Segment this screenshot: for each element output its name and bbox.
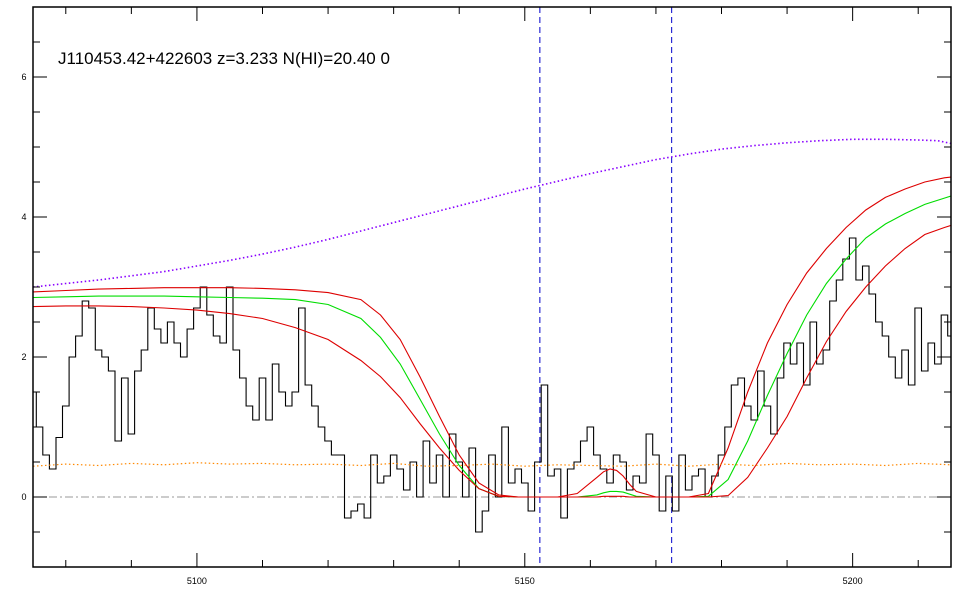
series-spectrum bbox=[33, 237, 951, 533]
y-tick-label: 0 bbox=[21, 492, 26, 502]
y-tick-label: 2 bbox=[21, 352, 26, 362]
series-model bbox=[33, 195, 951, 498]
x-tick-label: 5100 bbox=[187, 576, 207, 586]
series-model-upper bbox=[33, 176, 951, 498]
x-tick-label: 5150 bbox=[515, 576, 535, 586]
chart-title: J110453.42+422603 z=3.233 N(HI)=20.40 0 bbox=[58, 49, 390, 68]
y-tick-label: 4 bbox=[21, 212, 26, 222]
series-model-lower bbox=[33, 224, 951, 498]
axes-layer: 0 2 4 6 5100 5150 5200 bbox=[21, 6, 952, 586]
x-tick-label: 5200 bbox=[843, 576, 863, 586]
y-tick-label: 6 bbox=[21, 72, 26, 82]
plot-frame bbox=[32, 6, 952, 568]
data-layer bbox=[33, 7, 951, 567]
series-continuum bbox=[33, 138, 951, 288]
series-error bbox=[33, 462, 951, 467]
